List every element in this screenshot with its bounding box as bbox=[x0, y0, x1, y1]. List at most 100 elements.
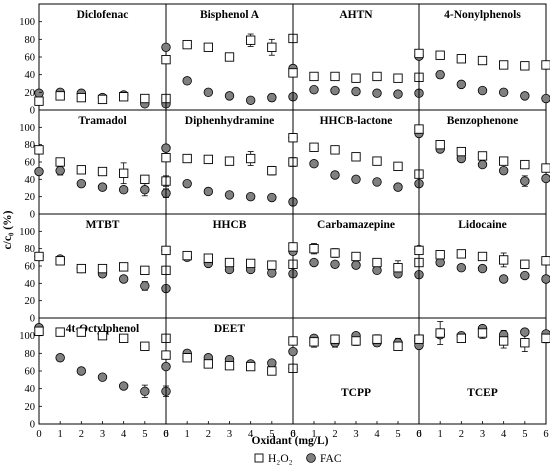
point-h2o2 bbox=[288, 133, 298, 143]
point-fac bbox=[541, 93, 550, 104]
panel-title: Bisphenol A bbox=[200, 9, 260, 21]
panel: 4t-Octylphenol bbox=[34, 317, 171, 425]
x-tick-label: 6 bbox=[290, 429, 295, 440]
point-h2o2 bbox=[97, 94, 108, 105]
panel-title: Diclofenac bbox=[77, 9, 129, 21]
point-h2o2 bbox=[541, 333, 550, 343]
point-fac bbox=[435, 69, 445, 80]
point-fac bbox=[203, 186, 214, 197]
point-fac bbox=[520, 176, 530, 186]
y-tick-label: 40 bbox=[25, 175, 36, 186]
point-fac bbox=[97, 372, 108, 382]
point-fac bbox=[330, 170, 340, 180]
point-h2o2 bbox=[224, 257, 235, 268]
panel: Benzophenone bbox=[414, 109, 550, 215]
point-h2o2 bbox=[330, 71, 340, 82]
panel: Diclofenac bbox=[34, 3, 171, 111]
point-h2o2 bbox=[456, 146, 466, 157]
point-h2o2 bbox=[140, 265, 150, 275]
panel: Carbamazepine bbox=[288, 213, 424, 319]
point-h2o2 bbox=[541, 60, 550, 70]
point-h2o2 bbox=[477, 328, 488, 338]
point-h2o2 bbox=[161, 245, 171, 256]
point-h2o2 bbox=[435, 50, 445, 60]
point-h2o2 bbox=[372, 257, 382, 268]
point-fac bbox=[372, 88, 382, 98]
y-tick-label: 60 bbox=[25, 158, 36, 169]
x-tick-label: 2 bbox=[206, 429, 211, 440]
point-fac bbox=[76, 366, 87, 376]
panel-title: MTBT bbox=[86, 219, 120, 231]
x-tick-label: 0 bbox=[416, 429, 421, 440]
point-fac bbox=[520, 91, 530, 101]
point-h2o2 bbox=[351, 336, 361, 346]
point-h2o2 bbox=[541, 163, 550, 173]
y-tick-label: 20 bbox=[25, 192, 36, 203]
point-h2o2 bbox=[55, 91, 65, 101]
point-h2o2 bbox=[267, 166, 277, 176]
point-fac bbox=[477, 159, 488, 170]
point-h2o2 bbox=[246, 258, 256, 269]
x-axis-label: Oxidant (mg/L) bbox=[252, 435, 329, 447]
point-h2o2 bbox=[456, 249, 466, 259]
point-h2o2 bbox=[499, 255, 509, 265]
point-h2o2 bbox=[267, 366, 277, 376]
x-tick-label: 0 bbox=[36, 429, 41, 440]
y-tick-label: 0 bbox=[30, 106, 35, 117]
point-fac bbox=[456, 79, 467, 90]
point-fac bbox=[330, 85, 340, 96]
point-fac bbox=[498, 87, 509, 98]
x-axis: 0 1 2 3 4 5 60 1 2 3 4 5 60 1 2 3 4 5 60 1 2 3 4 5 6 bbox=[36, 429, 548, 440]
panel-title: TCEP bbox=[467, 387, 498, 399]
point-fac bbox=[182, 76, 192, 86]
y-tick-label: 80 bbox=[25, 140, 36, 151]
panel-title: Carbamazepine bbox=[317, 219, 395, 231]
x-tick-label: 2 bbox=[332, 429, 337, 440]
point-h2o2 bbox=[224, 52, 235, 62]
point-h2o2 bbox=[182, 39, 192, 50]
point-fac bbox=[118, 274, 129, 284]
point-h2o2 bbox=[288, 68, 298, 78]
point-h2o2 bbox=[97, 331, 108, 341]
y-tick-label: 60 bbox=[25, 53, 36, 64]
point-h2o2 bbox=[477, 151, 488, 161]
point-fac bbox=[224, 190, 235, 200]
point-fac bbox=[267, 92, 277, 103]
x-tick-label: 4 bbox=[121, 429, 127, 440]
point-h2o2 bbox=[119, 168, 129, 178]
panel-title: Tramadol bbox=[78, 115, 126, 127]
point-h2o2 bbox=[541, 256, 550, 266]
point-fac bbox=[498, 165, 509, 176]
point-h2o2 bbox=[267, 260, 277, 270]
point-h2o2 bbox=[203, 42, 213, 52]
legend-marker-h2o2 bbox=[254, 453, 264, 463]
point-fac bbox=[161, 42, 171, 52]
point-h2o2 bbox=[330, 248, 340, 258]
point-h2o2 bbox=[161, 55, 171, 65]
point-fac bbox=[351, 86, 361, 97]
point-h2o2 bbox=[34, 96, 44, 106]
x-tick-label: 1 bbox=[311, 429, 316, 440]
point-h2o2 bbox=[55, 327, 65, 337]
x-tick-label: 3 bbox=[480, 429, 485, 440]
point-fac bbox=[520, 327, 530, 337]
point-fac bbox=[351, 260, 361, 270]
point-h2o2 bbox=[288, 242, 298, 252]
panel-title: 4-Nonylphenols bbox=[444, 9, 521, 21]
point-h2o2 bbox=[435, 140, 445, 150]
point-h2o2 bbox=[76, 327, 86, 337]
point-h2o2 bbox=[140, 93, 150, 104]
point-h2o2 bbox=[119, 262, 129, 272]
x-tick-label: 4 bbox=[248, 429, 254, 440]
point-fac bbox=[393, 182, 403, 192]
y-tick-label: 80 bbox=[25, 349, 36, 360]
y-tick-label: 20 bbox=[25, 296, 36, 307]
panel-title: DEET bbox=[214, 323, 246, 335]
x-tick-label: 6 bbox=[416, 429, 421, 440]
point-fac bbox=[140, 281, 150, 291]
legend-marker-fac bbox=[306, 453, 316, 463]
point-h2o2 bbox=[76, 92, 86, 103]
y-tick-label: 100 bbox=[19, 17, 35, 28]
x-tick-label: 5 bbox=[142, 429, 147, 440]
point-fac bbox=[161, 143, 171, 153]
